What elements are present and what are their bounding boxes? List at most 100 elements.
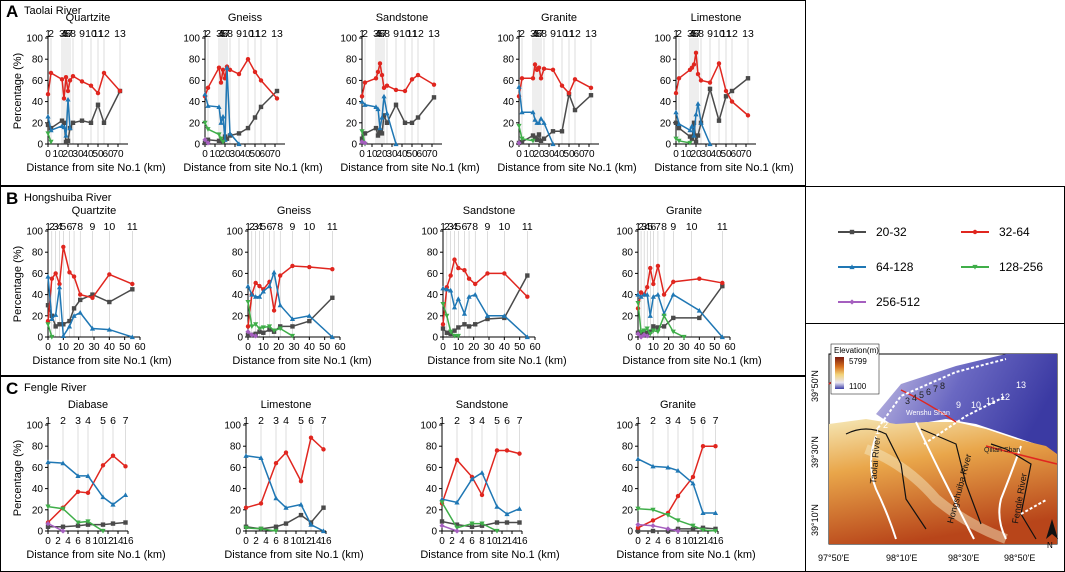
- data-point-20-32: [79, 118, 85, 123]
- data-point-64-128: [524, 334, 530, 340]
- y-tick-label: 100: [26, 227, 43, 238]
- data-point-20-32: [720, 283, 725, 289]
- y-tick-label: 40: [232, 290, 244, 301]
- data-point-32-64: [645, 284, 650, 290]
- data-point-256-512: [650, 523, 656, 529]
- site-label: 3: [373, 28, 379, 40]
- map-site-12: 12: [1000, 392, 1010, 402]
- x-axis-label: Distance from site No.1 (km): [654, 162, 793, 174]
- data-point-64-128: [472, 292, 478, 297]
- data-point-32-64: [61, 244, 66, 250]
- chart-title: Sandstone: [456, 399, 509, 411]
- data-point-128-256: [440, 302, 446, 307]
- data-point-128-256: [249, 324, 255, 329]
- x-tick-label: 6: [665, 536, 671, 547]
- y-tick-label: 100: [616, 421, 633, 432]
- site-label: 2: [249, 221, 255, 233]
- data-point-20-32: [290, 324, 295, 329]
- data-point-64-128: [85, 473, 91, 478]
- data-point-32-64: [559, 83, 565, 88]
- site-label: 8: [698, 28, 704, 40]
- data-point-20-32: [517, 520, 522, 525]
- legend-marker: [849, 229, 855, 235]
- data-point-256-512: [635, 331, 641, 337]
- site-label: 5: [100, 415, 106, 427]
- data-point-32-64: [252, 69, 258, 75]
- series-line-128-256: [47, 324, 53, 338]
- data-point-64-128: [635, 292, 641, 297]
- data-point-32-64: [661, 292, 667, 297]
- data-point-32-64: [298, 478, 304, 484]
- x-tick-label: 0: [45, 149, 51, 160]
- site-label: 12: [412, 28, 424, 40]
- site-label: 1: [245, 221, 251, 233]
- map-site-6: 6: [926, 387, 931, 397]
- x-tick-label: 0: [635, 342, 641, 353]
- x-tick-label: 10: [258, 342, 270, 353]
- data-point-64-128: [377, 125, 383, 131]
- site-label: 5: [494, 415, 500, 427]
- site-label: 3: [687, 28, 693, 40]
- data-point-256-512: [253, 333, 259, 339]
- data-point-20-32: [729, 88, 735, 94]
- data-point-32-64: [258, 78, 264, 83]
- x-tick-label: 16: [320, 536, 332, 547]
- data-point-20-32: [224, 136, 230, 141]
- data-point-32-64: [75, 489, 81, 494]
- data-point-128-256: [45, 322, 51, 327]
- site-label: 6: [110, 415, 116, 427]
- data-point-64-128: [67, 125, 73, 131]
- data-point-64-128: [673, 109, 679, 115]
- x-tick-label: 20: [273, 342, 285, 353]
- site-label: 9: [485, 221, 491, 233]
- data-point-20-32: [707, 86, 713, 92]
- x-tick-label: 0: [439, 536, 445, 547]
- site-label: 3: [59, 28, 65, 40]
- x-tick-label: 10: [682, 536, 694, 547]
- map-label-qilian: Qilian Shan: [984, 447, 1020, 454]
- data-point-64-128: [48, 127, 54, 133]
- legend-marker: [972, 229, 978, 235]
- chart-title: Sandstone: [376, 12, 429, 24]
- x-tick-label: 70: [740, 149, 752, 160]
- data-point-128-256: [216, 132, 222, 138]
- data-point-32-64: [45, 318, 51, 324]
- site-label: 3: [469, 415, 475, 427]
- data-point-64-128: [707, 141, 713, 147]
- site-label: 6: [267, 221, 273, 233]
- site-label: 11: [721, 28, 732, 40]
- y-tick-label: 40: [32, 484, 44, 495]
- data-point-20-32: [359, 136, 365, 141]
- data-point-128-256: [271, 328, 277, 334]
- data-point-32-64: [729, 99, 735, 104]
- data-point-32-64: [456, 265, 461, 271]
- data-point-64-128: [236, 141, 242, 147]
- site-label: 3: [273, 415, 279, 427]
- data-point-20-32: [373, 125, 379, 131]
- site-label: 8: [661, 221, 667, 233]
- data-point-64-128: [638, 294, 644, 299]
- series-line-256-512: [441, 524, 458, 532]
- data-point-64-128: [384, 110, 390, 116]
- site-label: 3: [53, 221, 59, 233]
- data-point-128-256: [49, 334, 55, 340]
- data-point-32-64: [53, 271, 58, 276]
- map-site-11: 11: [986, 396, 995, 406]
- site-label: 4: [689, 28, 695, 40]
- map-legend-low: 1100: [849, 382, 867, 391]
- data-point-128-256: [205, 127, 211, 132]
- data-point-32-64: [691, 62, 697, 67]
- y-tick-label: 100: [654, 34, 671, 45]
- legend: 20-32 32-64 64-128 128-256 256-512: [838, 225, 1043, 309]
- map-lon-2: 98°10'E: [886, 553, 917, 563]
- legend-item-64-128: 64-128: [838, 260, 914, 274]
- data-point-20-32: [205, 137, 211, 142]
- data-point-32-64: [85, 490, 91, 496]
- data-point-20-32: [70, 120, 76, 125]
- data-point-64-128: [205, 103, 211, 108]
- x-tick-label: 20: [62, 149, 74, 160]
- site-label: 8: [277, 221, 283, 233]
- site-label: 5: [647, 221, 653, 233]
